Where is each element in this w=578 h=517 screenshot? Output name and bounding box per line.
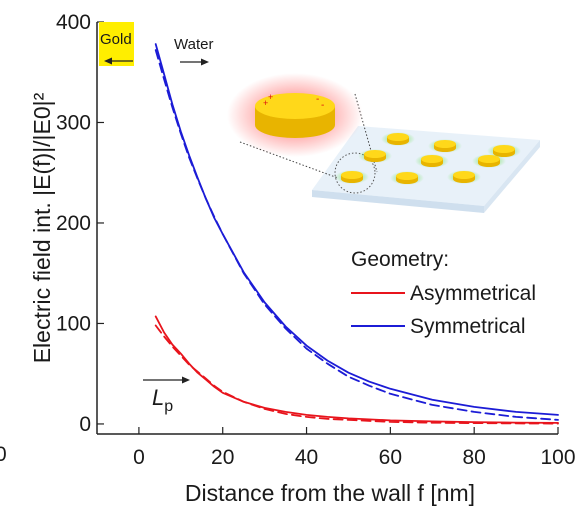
small-disks bbox=[335, 132, 521, 185]
x-tick-label-5: 100 bbox=[540, 446, 575, 469]
x-tick-label-3: 60 bbox=[379, 446, 402, 469]
water-label: Water bbox=[174, 36, 213, 53]
y-axis-label: Electric field int. |E(f)|/|E0|² bbox=[29, 92, 55, 363]
small-disk-2 bbox=[487, 144, 521, 158]
water-arrow-head bbox=[201, 58, 209, 66]
legend-entry-symmetrical: Symmetrical bbox=[410, 315, 526, 338]
substrate-front bbox=[312, 190, 484, 213]
y-tick-label-3: 300 bbox=[56, 111, 91, 134]
lp-arrow-head bbox=[182, 376, 190, 384]
x-tick-label-4: 80 bbox=[463, 446, 486, 469]
charge-plus-1: + bbox=[263, 98, 268, 108]
x-tick-label-2: 40 bbox=[295, 446, 318, 469]
small-disk-3 bbox=[358, 149, 392, 163]
charge-minus-1: - bbox=[316, 94, 319, 105]
small-disk-6 bbox=[335, 170, 369, 184]
lp-label: Lp bbox=[152, 385, 173, 415]
small-disk-5 bbox=[472, 154, 506, 168]
series-line-asymmetrical-fit bbox=[154, 324, 559, 425]
big-disk-top bbox=[255, 93, 335, 119]
series-line-symmetrical bbox=[154, 43, 559, 416]
axis-ticks: 0 20 40 60 80 100 0 100 200 300 400 bbox=[56, 11, 576, 469]
y-tick-label-1: 100 bbox=[56, 312, 91, 335]
gold-region-box bbox=[99, 22, 134, 66]
legend-entry-asymmetrical: Asymmetrical bbox=[410, 282, 536, 305]
small-disk-1 bbox=[428, 139, 462, 153]
legend-title: Geometry: bbox=[351, 248, 449, 271]
lp-main: L bbox=[152, 385, 164, 410]
stray-left-label: 0 bbox=[0, 443, 7, 466]
small-disk-7 bbox=[390, 171, 424, 185]
zoom-circle bbox=[334, 152, 376, 194]
x-tick-label-1: 20 bbox=[211, 446, 234, 469]
gold-label: Gold bbox=[100, 31, 132, 48]
small-disk-0 bbox=[381, 132, 415, 146]
series-line-symmetrical-fit bbox=[154, 49, 559, 421]
charge-plus-2: + bbox=[268, 92, 273, 102]
y-tick-label-0: 0 bbox=[79, 413, 91, 436]
x-axis-label: Distance from the wall f [nm] bbox=[185, 480, 475, 506]
series-layer bbox=[154, 43, 559, 425]
gold-arrow-head bbox=[104, 57, 112, 65]
substrate-side bbox=[484, 140, 540, 213]
charge-minus-2: - bbox=[321, 100, 324, 111]
small-disk-4 bbox=[415, 154, 449, 168]
y-tick-label-4: 400 bbox=[56, 11, 91, 34]
nanodisk-illustration: + + - - bbox=[227, 73, 540, 213]
x-tick-label-0: 0 bbox=[133, 446, 145, 469]
lp-sub: p bbox=[164, 398, 173, 415]
y-tick-label-2: 200 bbox=[56, 212, 91, 235]
small-disk-8 bbox=[447, 170, 481, 184]
